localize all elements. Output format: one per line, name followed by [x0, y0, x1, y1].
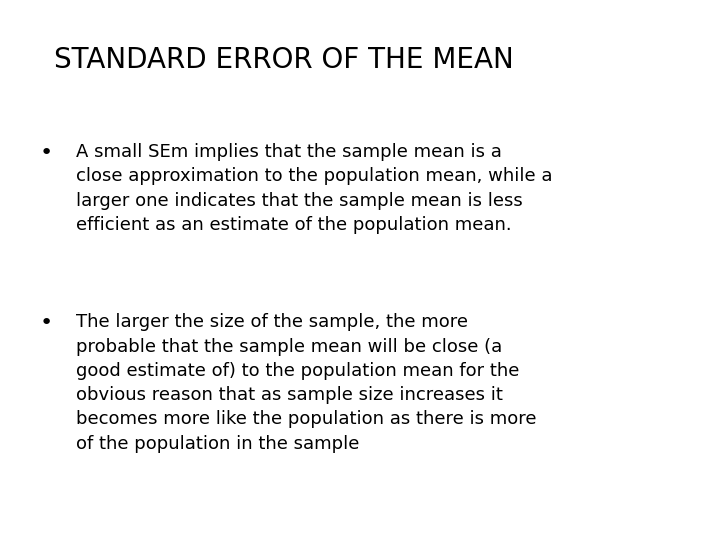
Text: •: •: [40, 313, 53, 333]
Text: •: •: [40, 143, 53, 163]
Text: The larger the size of the sample, the more
probable that the sample mean will b: The larger the size of the sample, the m…: [76, 313, 536, 453]
Text: A small SEm implies that the sample mean is a
close approximation to the populat: A small SEm implies that the sample mean…: [76, 143, 552, 234]
Text: STANDARD ERROR OF THE MEAN: STANDARD ERROR OF THE MEAN: [54, 46, 514, 74]
